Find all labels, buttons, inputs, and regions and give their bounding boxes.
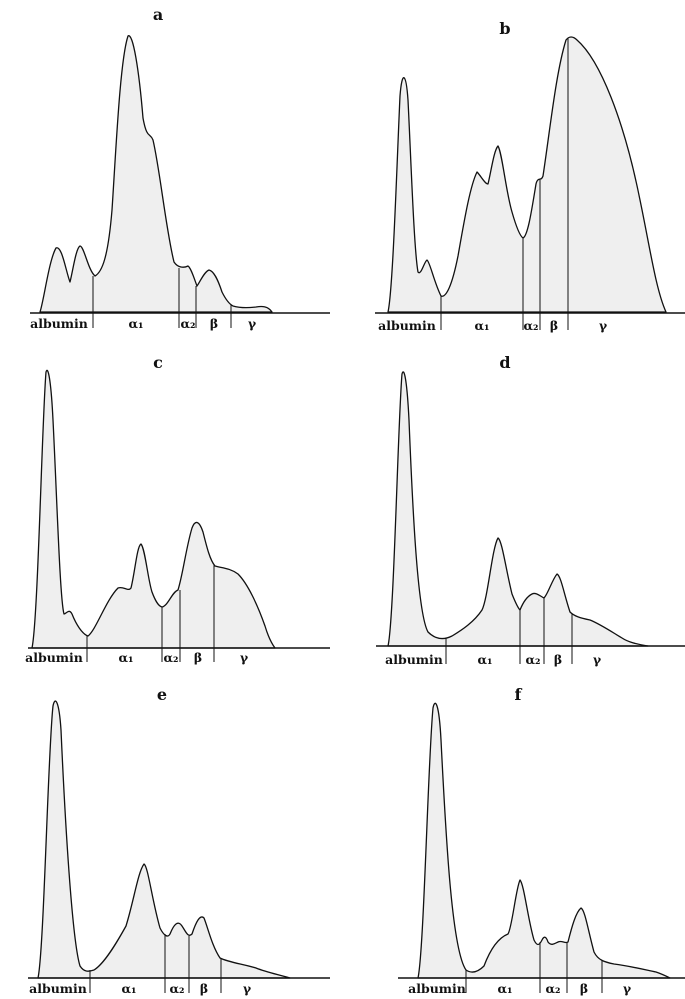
label-gamma: γ — [243, 981, 252, 996]
label-beta: β — [200, 981, 208, 996]
label-alpha2: α₂ — [523, 318, 538, 333]
label-beta: β — [210, 316, 218, 331]
label-alpha2: α₂ — [163, 650, 178, 665]
densitometry-curve — [39, 35, 273, 313]
label-alpha1: α₁ — [121, 981, 136, 996]
label-alpha2: α₂ — [545, 981, 560, 996]
label-alpha2: α₂ — [525, 652, 540, 667]
panel-f: f albumin α₁ α₂ β γ — [398, 685, 685, 996]
label-alpha1: α₁ — [474, 318, 489, 333]
label-gamma: γ — [240, 650, 249, 665]
densitometry-curve — [387, 371, 649, 647]
label-alpha1: α₁ — [128, 316, 143, 331]
label-alpha1: α₁ — [497, 981, 512, 996]
label-beta: β — [550, 318, 558, 333]
panel-b: b albumin α₁ α₂ β γ — [375, 19, 685, 333]
densitometry-curve — [31, 369, 276, 649]
panel-letter: c — [153, 353, 163, 372]
label-beta: β — [580, 981, 588, 996]
densitometry-curve — [417, 702, 671, 979]
panel-letter: a — [153, 5, 163, 24]
label-gamma: γ — [623, 981, 632, 996]
panel-c: c albumin α₁ α₂ β γ — [25, 353, 330, 665]
panel-letter: d — [499, 353, 510, 372]
label-gamma: γ — [599, 318, 608, 333]
densitometry-curve — [387, 36, 667, 313]
label-albumin: albumin — [378, 318, 436, 333]
panel-letter: e — [157, 685, 167, 704]
densitometry-curve — [37, 700, 291, 979]
label-alpha1: α₁ — [477, 652, 492, 667]
label-gamma: γ — [593, 652, 602, 667]
label-beta: β — [554, 652, 562, 667]
label-albumin: albumin — [29, 981, 87, 996]
label-albumin: albumin — [30, 316, 88, 331]
label-alpha2: α₂ — [169, 981, 184, 996]
panel-a: a albumin α₁ α₂ β γ — [30, 5, 330, 331]
label-alpha1: α₁ — [118, 650, 133, 665]
panel-d: d albumin α₁ α₂ β γ — [376, 353, 685, 667]
label-gamma: γ — [248, 316, 257, 331]
label-albumin: albumin — [25, 650, 83, 665]
panel-letter: f — [515, 685, 523, 704]
label-albumin: albumin — [385, 652, 443, 667]
panel-letter: b — [499, 19, 510, 38]
panel-e: e albumin α₁ α₂ β γ — [28, 685, 330, 996]
label-beta: β — [194, 650, 202, 665]
label-alpha2: α₂ — [180, 316, 195, 331]
label-albumin: albumin — [408, 981, 466, 996]
